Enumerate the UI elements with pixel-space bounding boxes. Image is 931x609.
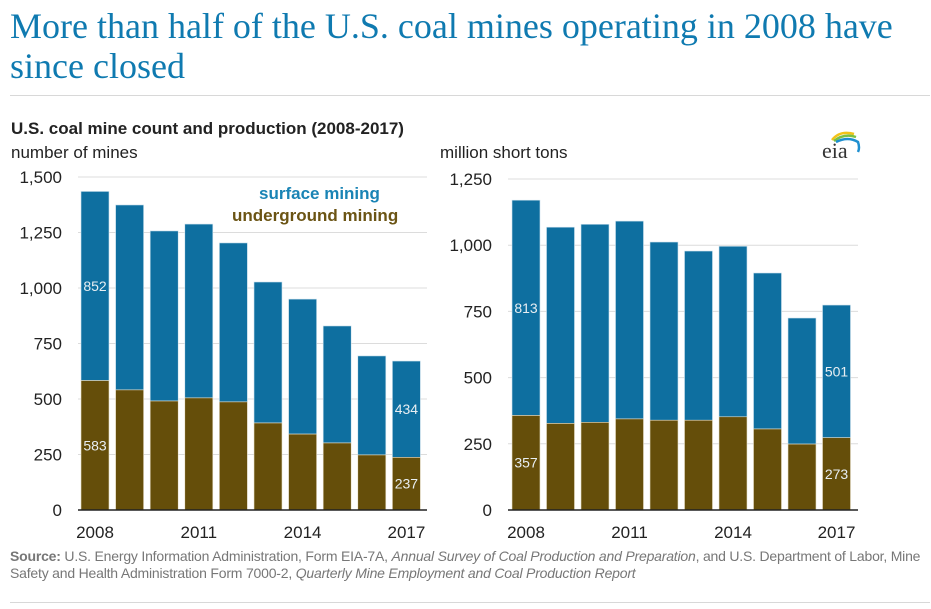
bar-underground-2012: [649, 419, 679, 511]
x-tick-label: 2008: [76, 523, 114, 542]
headline: More than half of the U.S. coal mines op…: [10, 6, 893, 86]
bar-underground-2016: [787, 443, 817, 511]
y-tick-label: 0: [53, 501, 62, 520]
y-tick-label: 250: [34, 446, 62, 465]
source-title-2: Quarterly Mine Employment and Coal Produ…: [295, 565, 636, 581]
top-divider: [10, 95, 930, 96]
eia-logo: eia: [822, 131, 861, 162]
bar-underground-2015: [753, 428, 782, 511]
legend-underground: underground mining: [232, 206, 398, 226]
x-tick-label: 2011: [611, 523, 648, 542]
bar-underground-2013: [684, 419, 713, 511]
bar-surface-2008: [511, 199, 541, 416]
bar-underground-2010: [149, 400, 179, 511]
data-label-underground-2017: 273: [825, 466, 849, 482]
logo-arc-yellow: [831, 131, 855, 141]
bar-underground-2008: [80, 380, 110, 511]
x-tick-label: 2011: [181, 523, 218, 542]
bar-surface-2016: [357, 355, 387, 456]
bar-underground-2016: [357, 454, 387, 511]
bar-underground-2011: [615, 418, 644, 511]
bar-surface-2009: [115, 204, 144, 391]
bar-underground-2013: [253, 422, 283, 511]
source-note: Source: U.S. Energy Information Administ…: [10, 548, 925, 582]
bar-surface-2013: [684, 250, 713, 421]
bar-surface-2015: [322, 325, 352, 444]
bar-surface-2015: [753, 272, 782, 430]
bar-underground-2009: [115, 389, 144, 511]
bar-underground-2009: [546, 423, 575, 511]
y-tick-label: 250: [464, 435, 492, 454]
bar-underground-2014: [288, 433, 317, 511]
bar-surface-2012: [649, 241, 679, 421]
bar-surface-2017: [822, 304, 851, 439]
bar-surface-2013: [253, 281, 283, 424]
bottom-divider: [10, 602, 930, 603]
bar-surface-2010: [580, 223, 610, 423]
x-tick-label: 2017: [387, 523, 425, 542]
x-tick-label: 2017: [818, 523, 856, 542]
source-text-1: U.S. Energy Information Administration, …: [60, 548, 392, 564]
data-label-underground-2017: 237: [395, 476, 419, 492]
y-tick-label: 500: [34, 390, 62, 409]
mine-count-chart: 0 250 500 750 1,000 1,250 1,500 2008 2011 2014 201…: [19, 168, 427, 542]
chart-title: U.S. coal mine count and production (200…: [11, 119, 404, 138]
bar-underground-2010: [580, 422, 610, 511]
data-label-surface-2008: 852: [83, 278, 107, 294]
source-title-1: Annual Survey of Coal Production and Pre…: [391, 548, 696, 564]
bar-underground-2012: [219, 401, 248, 511]
bar-surface-2012: [219, 242, 248, 403]
bar-underground-2014: [718, 416, 748, 511]
logo-text: eia: [822, 138, 848, 162]
x-tick-label: 2014: [284, 523, 322, 542]
bar-underground-2008: [511, 415, 541, 511]
bar-surface-2010: [149, 230, 179, 402]
y-tick-label: 1,500: [19, 168, 62, 187]
logo-arc-blue: [835, 137, 861, 153]
bar-surface-2011: [615, 220, 644, 420]
data-label-underground-2008: 583: [83, 437, 107, 453]
bar-underground-2017: [822, 437, 851, 511]
bar-surface-2011: [184, 223, 214, 399]
y-tick-label: 1,250: [19, 224, 62, 243]
logo-arc-green: [833, 134, 857, 143]
y-tick-label: 500: [464, 369, 492, 388]
source-text-2: , and U.S. Department of Labor, Mine Saf…: [10, 548, 921, 581]
bar-surface-2014: [718, 245, 748, 418]
data-label-surface-2017: 501: [825, 363, 849, 379]
data-label-surface-2008: 813: [514, 300, 538, 316]
bar-underground-2011: [184, 397, 214, 511]
legend-surface: surface mining: [259, 184, 380, 204]
bar-underground-2015: [322, 442, 352, 511]
bar-surface-2009: [546, 226, 575, 424]
source-label: Source:: [10, 548, 61, 564]
x-tick-label: 2008: [507, 523, 545, 542]
y-tick-label: 750: [464, 302, 492, 321]
data-label-underground-2008: 357: [514, 455, 538, 471]
left-y-axis-unit: number of mines: [11, 143, 138, 162]
legend-underground-label: underground mining: [232, 206, 399, 225]
y-tick-label: 0: [483, 501, 492, 520]
y-tick-label: 1,250: [449, 170, 492, 189]
y-tick-label: 750: [34, 335, 62, 354]
right-y-axis-unit: million short tons: [440, 143, 568, 162]
y-tick-label: 1,000: [19, 279, 62, 298]
y-tick-label: 1,000: [449, 236, 492, 255]
x-tick-label: 2014: [714, 523, 752, 542]
bar-surface-2016: [787, 317, 817, 445]
legend-surface-label: surface mining: [259, 184, 380, 203]
bar-underground-2017: [392, 457, 421, 511]
bar-surface-2017: [392, 360, 421, 458]
production-chart: 0 250 500 750 1,000 1,250 2008 2011 2014 2017 813 3…: [449, 170, 858, 542]
bar-surface-2014: [288, 298, 317, 435]
data-label-surface-2017: 434: [395, 401, 419, 417]
